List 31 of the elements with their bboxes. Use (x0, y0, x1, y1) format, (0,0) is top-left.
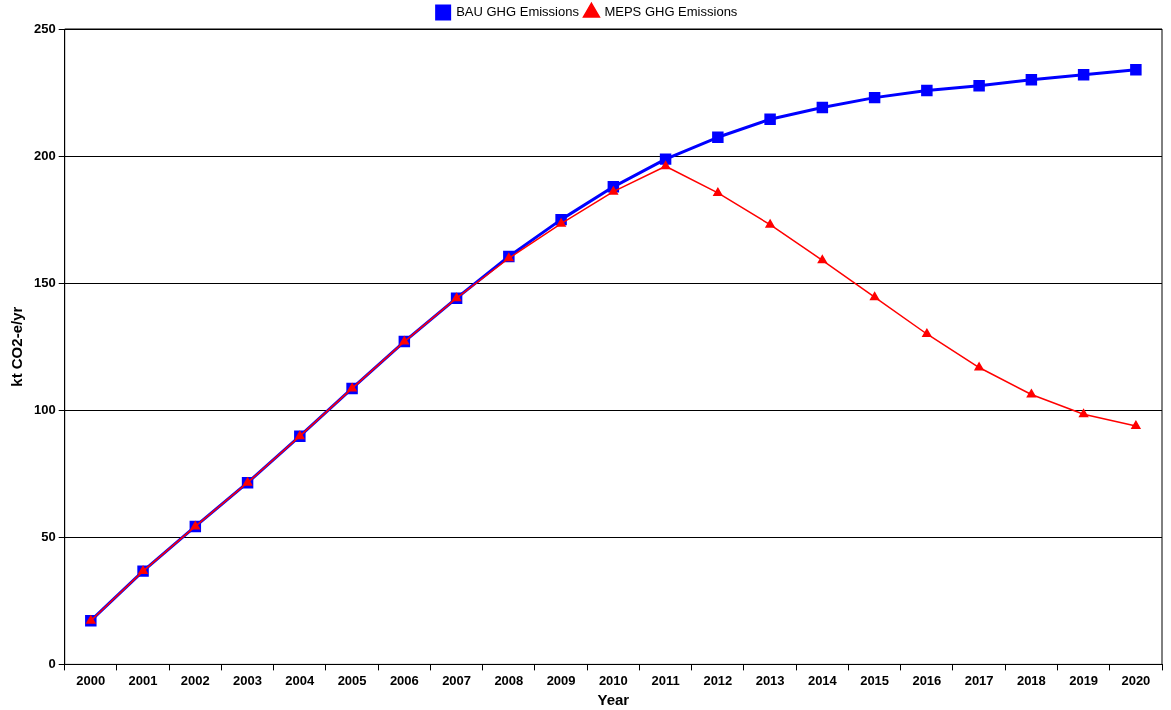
legend-label: MEPS GHG Emissions (604, 4, 738, 20)
x-tick-label: 2020 (1121, 672, 1151, 688)
x-tick-label: 2003 (233, 672, 263, 688)
y-tick-label: 250 (33, 20, 56, 36)
y-tick-label: 0 (48, 655, 56, 671)
x-tick-label: 2000 (76, 672, 106, 688)
x-tick-label: 2019 (1069, 672, 1099, 688)
x-tick-label: 2011 (651, 672, 680, 688)
x-tick-label: 2001 (128, 672, 158, 688)
x-tick-label: 2007 (442, 672, 472, 688)
legend-label: BAU GHG Emissions (456, 4, 580, 20)
x-tick-label: 2010 (598, 672, 628, 688)
y-tick-label: 100 (33, 401, 56, 417)
y-axis-title: kt CO2-e/yr (8, 306, 26, 387)
x-tick-label: 2009 (546, 672, 576, 688)
x-tick-label: 2013 (755, 672, 785, 688)
x-tick-label: 2016 (912, 672, 942, 688)
x-tick-label: 2015 (860, 672, 890, 688)
x-tick-label: 2018 (1016, 672, 1046, 688)
y-tick-label: 150 (33, 274, 56, 290)
x-tick-label: 2014 (807, 672, 838, 688)
x-tick-label: 2017 (964, 672, 994, 688)
x-tick-label: 2004 (285, 672, 316, 688)
x-tick-label: 2012 (703, 672, 733, 688)
x-tick-label: 2006 (389, 672, 419, 688)
x-tick-label: 2005 (337, 672, 367, 688)
y-tick-label: 200 (33, 147, 56, 163)
y-tick-label: 50 (41, 528, 56, 544)
x-tick-label: 2008 (494, 672, 524, 688)
x-axis-title: Year (597, 691, 630, 709)
x-tick-label: 2002 (180, 672, 210, 688)
